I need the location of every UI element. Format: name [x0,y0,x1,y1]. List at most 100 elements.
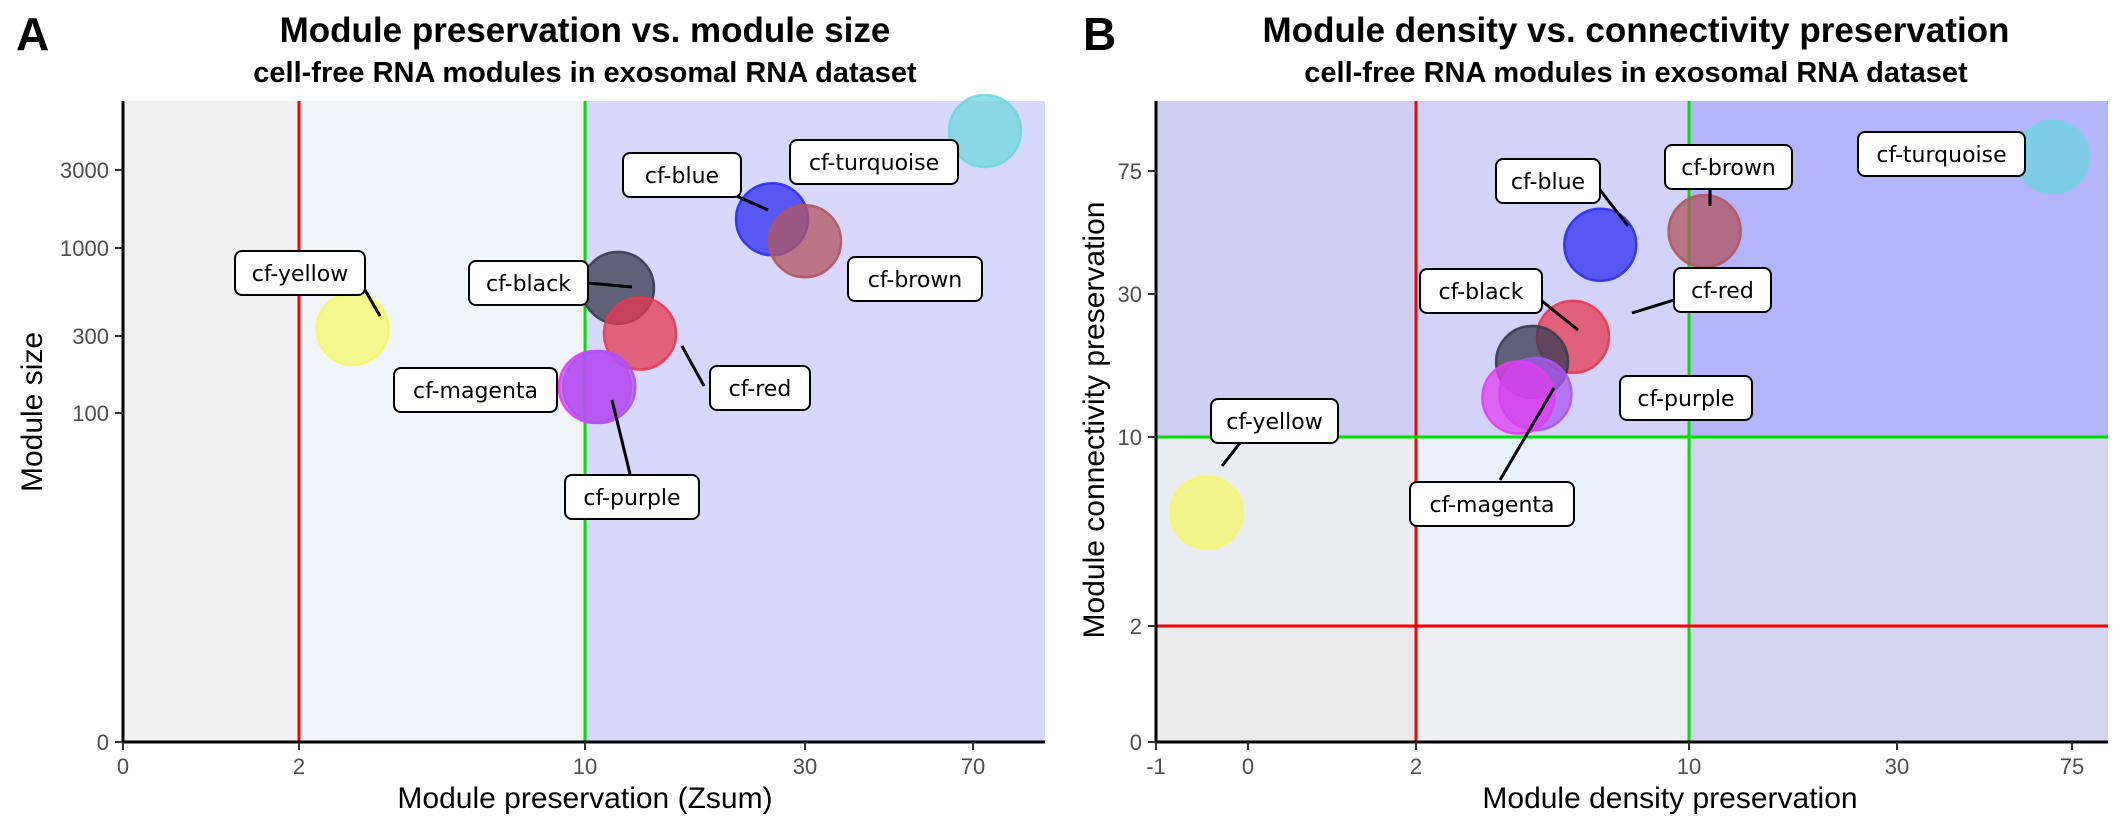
label-box-cf-blue [1495,158,1601,204]
label-box-cf-purple [1619,375,1753,421]
point-label-cf-red: cf-red [1691,279,1754,304]
leader-line-cf-black [587,281,633,289]
panel-b-x-axis-title: Module density preservation [1482,782,1857,815]
panel-b: B Module density vs. connectivity preser… [1078,8,2108,815]
point-label-cf-purple: cf-purple [583,486,680,511]
point-labels: cf-turquoise cf-blue cf-brown cf-black cf-ye… [234,139,983,520]
label-box-cf-brown [1664,144,1793,190]
leader-line-cf-magenta [1498,387,1556,481]
panel-b-plot-area: -1 0 2 10 30 7502103075cf-turquoisecf-bluecf-… [1118,101,2108,779]
leader-line-cf-red [1631,298,1675,315]
y-tick-label: 1000 [60,236,109,261]
x-tick-label: 75 [2060,754,2084,779]
point-label-cf-yellow: cf-yellow [252,262,348,287]
panel-letter-b: B [1083,8,1116,60]
point-label-cf-blue: cf-blue [645,164,719,189]
x-tick-label: 30 [793,754,817,779]
label-box-cf-black [468,260,589,306]
data-points [315,93,1023,425]
point-cf-purple [562,349,637,425]
point-label-cf-red: cf-red [729,377,792,402]
background-zone [1156,101,1416,437]
x-tick-label: 0 [117,754,129,779]
background-zone [123,101,299,742]
point-label-cf-turquoise: cf-turquoise [1876,143,2006,168]
y-tick-label: 300 [72,324,109,349]
point-label-cf-yellow: cf-yellow [1226,410,1322,435]
background-zone [1416,437,1689,626]
point-label-cf-blue: cf-blue [1511,170,1585,195]
leader-line-cf-yellow [1220,442,1242,467]
point-labels: cf-turquoise cf-blue cf-brown cf-red cf-blac… [1210,131,2026,527]
point-label-cf-black: cf-black [1439,280,1524,305]
x-tick-label: 2 [1410,754,1422,779]
panel-a: A Module preservation vs. module size ce… [16,8,1045,815]
background-zones [123,101,1045,742]
x-tick-label: 70 [961,754,985,779]
label-box-cf-magenta [1409,481,1575,527]
background-zone [1416,626,1689,742]
point-label-cf-magenta: cf-magenta [1429,493,1554,518]
y-tick-label: 0 [1130,730,1142,755]
label-box-cf-magenta [393,367,558,413]
x-tick-label: 10 [573,754,597,779]
leader-line-cf-red [680,345,706,387]
point-cf-yellow [1169,475,1244,550]
label-box-cf-turquoise [789,139,959,185]
point-cf-blue [1563,207,1638,283]
point-label-cf-black: cf-black [486,272,571,297]
x-tick-label: 10 [1677,754,1701,779]
x-tick-label: 0 [1242,754,1254,779]
point-label-cf-turquoise: cf-turquoise [809,151,939,176]
panel-b-title: Module density vs. connectivity preserva… [1263,11,2010,50]
point-cf-brown [767,203,843,279]
panel-b-subtitle: cell-free RNA modules in exosomal RNA da… [1304,57,1968,89]
panel-a-subtitle: cell-free RNA modules in exosomal RNA da… [253,57,917,89]
y-tick-label: 3000 [60,158,109,183]
point-cf-turquoise [947,93,1023,169]
point-label-cf-brown: cf-brown [1681,156,1776,181]
point-cf-red [602,296,678,371]
panel-b-y-axis-title: Module connectivity preservation [1078,202,1111,639]
panel-a-title: Module preservation vs. module size [280,11,891,50]
point-cf-brown [1667,193,1742,269]
label-box-cf-red [709,365,811,411]
label-box-cf-yellow [1210,398,1339,444]
point-cf-magenta [1481,360,1556,435]
point-label-cf-magenta: cf-magenta [413,379,538,404]
data-points [1169,119,2090,550]
background-zone [299,101,585,742]
y-tick-label: 10 [1118,425,1142,450]
background-zone [1156,626,1416,742]
label-box-cf-red [1673,267,1772,313]
x-tick-label: 30 [1885,754,1909,779]
label-box-cf-yellow [234,250,366,296]
leader-line-cf-black [1541,299,1579,332]
point-label-cf-brown: cf-brown [868,268,963,293]
point-cf-yellow [315,291,390,367]
point-label-cf-purple: cf-purple [1637,387,1734,412]
y-tick-label: 100 [72,401,109,426]
point-cf-turquoise [2015,119,2090,195]
y-tick-label: 75 [1118,159,1142,184]
leader-line-cf-purple [610,399,632,475]
x-tick-label: 2 [293,754,305,779]
label-box-cf-purple [564,474,700,520]
leader-line-cf-yellow [363,289,382,317]
panel-a-y-axis-title: Module size [16,332,49,492]
label-box-cf-brown [847,256,983,302]
panel-a-x-axis-title: Module preservation (Zsum) [397,782,772,815]
y-tick-label: 30 [1118,282,1142,307]
label-box-cf-turquoise [1857,131,2026,177]
label-box-cf-blue [622,152,742,198]
x-tick-label: -1 [1146,754,1166,779]
label-box-cf-black [1419,268,1543,314]
y-tick-label: 0 [97,730,109,755]
panel-letter-a: A [16,8,49,60]
background-zone [1689,626,2108,742]
y-tick-label: 2 [1130,614,1142,639]
panel-a-plot-area: 0 2 10 30 70 0 100 300 1000 3000 cf-turquoise cf-bl… [60,93,1045,779]
leader-line-cf-blue [1598,189,1630,227]
background-zone [1689,437,2108,626]
